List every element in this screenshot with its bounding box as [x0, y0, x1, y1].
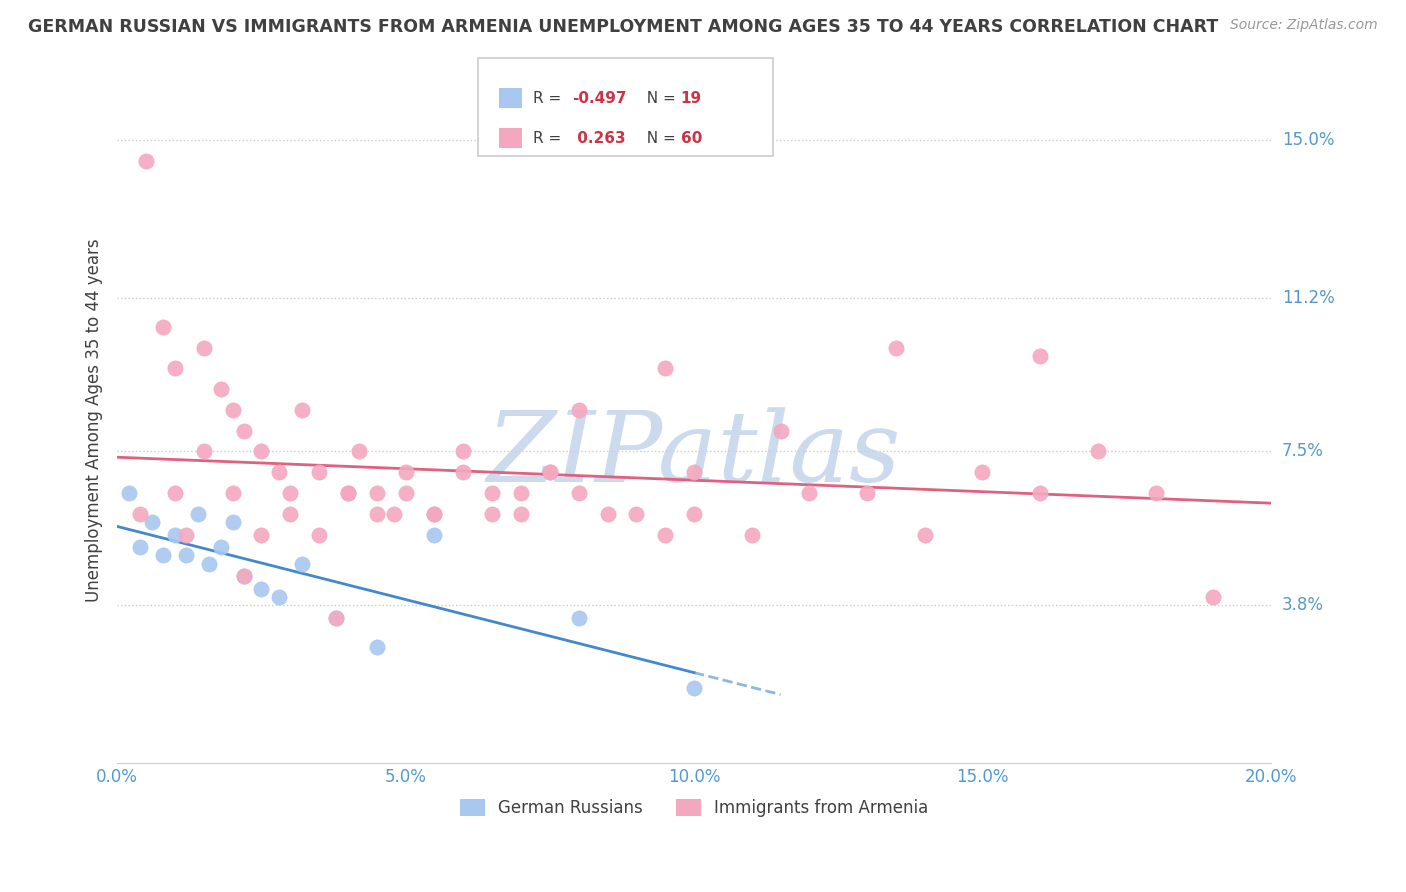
Point	[769, 424, 792, 438]
Point	[799, 486, 821, 500]
Point	[129, 540, 152, 554]
Point	[510, 507, 533, 521]
Point	[510, 486, 533, 500]
Point	[423, 507, 446, 521]
Point	[884, 341, 907, 355]
Point	[349, 444, 371, 458]
Point	[198, 557, 221, 571]
Point	[1029, 486, 1052, 500]
Point	[481, 507, 503, 521]
Text: N =: N =	[637, 91, 681, 105]
Point	[654, 527, 676, 541]
Legend: German Russians, Immigrants from Armenia: German Russians, Immigrants from Armenia	[453, 792, 935, 823]
Point	[366, 486, 388, 500]
Point	[267, 590, 290, 604]
Point	[233, 424, 256, 438]
Point	[187, 507, 209, 521]
Text: 60: 60	[681, 131, 702, 145]
Text: R =: R =	[533, 91, 567, 105]
Point	[135, 153, 157, 168]
Text: R =: R =	[533, 131, 567, 145]
Point	[308, 465, 330, 479]
Text: -0.497: -0.497	[572, 91, 627, 105]
Text: 3.8%: 3.8%	[1282, 596, 1324, 615]
Point	[856, 486, 879, 500]
Point	[382, 507, 405, 521]
Point	[538, 465, 561, 479]
Point	[626, 507, 648, 521]
Point	[325, 610, 347, 624]
Point	[453, 465, 475, 479]
Point	[366, 507, 388, 521]
Point	[972, 465, 994, 479]
Point	[221, 403, 243, 417]
Point	[152, 549, 174, 563]
Point	[141, 515, 163, 529]
Point	[152, 319, 174, 334]
Point	[683, 681, 706, 696]
Point	[163, 527, 186, 541]
Point	[163, 361, 186, 376]
Text: 19: 19	[681, 91, 702, 105]
Point	[336, 486, 359, 500]
Point	[278, 507, 301, 521]
Point	[250, 527, 273, 541]
Point	[193, 444, 215, 458]
Text: 0.263: 0.263	[572, 131, 626, 145]
Point	[267, 465, 290, 479]
Point	[914, 527, 936, 541]
Point	[1087, 444, 1109, 458]
Point	[568, 403, 591, 417]
Point	[118, 486, 141, 500]
Point	[193, 341, 215, 355]
Point	[481, 486, 503, 500]
Point	[683, 507, 706, 521]
Point	[538, 465, 561, 479]
Text: ZIPatlas: ZIPatlas	[486, 407, 901, 502]
Point	[654, 361, 676, 376]
Point	[308, 527, 330, 541]
Point	[233, 569, 256, 583]
Point	[176, 527, 198, 541]
Point	[683, 465, 706, 479]
Text: 11.2%: 11.2%	[1282, 289, 1334, 307]
Text: 7.5%: 7.5%	[1282, 442, 1324, 460]
Point	[596, 507, 619, 521]
Point	[568, 486, 591, 500]
Point	[394, 465, 416, 479]
Point	[325, 610, 347, 624]
Point	[741, 527, 763, 541]
Point	[394, 486, 416, 500]
Text: Source: ZipAtlas.com: Source: ZipAtlas.com	[1230, 18, 1378, 32]
Point	[129, 507, 152, 521]
Point	[336, 486, 359, 500]
Point	[1202, 590, 1225, 604]
Point	[291, 557, 314, 571]
Point	[366, 640, 388, 654]
Point	[1144, 486, 1167, 500]
Point	[163, 486, 186, 500]
Point	[221, 515, 243, 529]
Point	[1029, 349, 1052, 363]
Point	[453, 444, 475, 458]
Text: GERMAN RUSSIAN VS IMMIGRANTS FROM ARMENIA UNEMPLOYMENT AMONG AGES 35 TO 44 YEARS: GERMAN RUSSIAN VS IMMIGRANTS FROM ARMENI…	[28, 18, 1219, 36]
Point	[221, 486, 243, 500]
Point	[209, 382, 232, 396]
Point	[568, 610, 591, 624]
Point	[250, 444, 273, 458]
Point	[291, 403, 314, 417]
Text: 15.0%: 15.0%	[1282, 131, 1334, 149]
Text: N =: N =	[637, 131, 681, 145]
Point	[278, 486, 301, 500]
Point	[423, 527, 446, 541]
Y-axis label: Unemployment Among Ages 35 to 44 years: Unemployment Among Ages 35 to 44 years	[86, 238, 103, 602]
Point	[209, 540, 232, 554]
Point	[250, 582, 273, 596]
Point	[423, 507, 446, 521]
Point	[233, 569, 256, 583]
Point	[176, 549, 198, 563]
